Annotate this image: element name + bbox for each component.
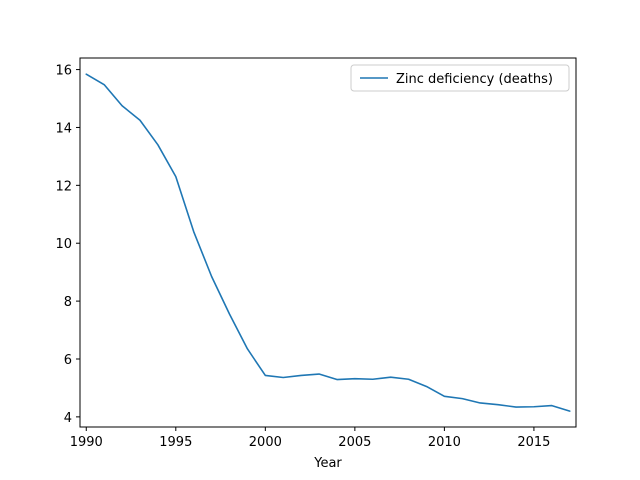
plot-frame xyxy=(79,57,577,428)
legend: Zinc deficiency (deaths) xyxy=(350,64,570,92)
y-tick-label: 4 xyxy=(64,411,72,426)
x-axis-label: Year xyxy=(313,456,342,471)
x-axis: 1990 1995 2000 2005 2010 2015 xyxy=(70,427,550,450)
y-tick-label: 6 xyxy=(64,353,72,368)
legend-label: Zinc deficiency (deaths) xyxy=(396,72,553,87)
series-line xyxy=(85,73,571,412)
y-tick-label: 16 xyxy=(55,64,72,79)
x-tick-label: 1995 xyxy=(159,435,192,450)
y-tick-label: 12 xyxy=(55,179,72,194)
plot-area xyxy=(85,73,571,412)
x-tick-label: 2005 xyxy=(338,435,371,450)
y-tick-label: 10 xyxy=(55,237,72,252)
x-tick-label: 2015 xyxy=(517,435,550,450)
x-tick-label: 1990 xyxy=(70,435,103,450)
x-tick-label: 2010 xyxy=(428,435,461,450)
legend-box xyxy=(350,64,570,92)
x-tick-label: 2000 xyxy=(249,435,282,450)
y-axis: 4 6 8 10 12 14 16 xyxy=(55,64,80,426)
y-tick-label: 8 xyxy=(64,295,72,310)
y-tick-label: 14 xyxy=(55,121,72,136)
